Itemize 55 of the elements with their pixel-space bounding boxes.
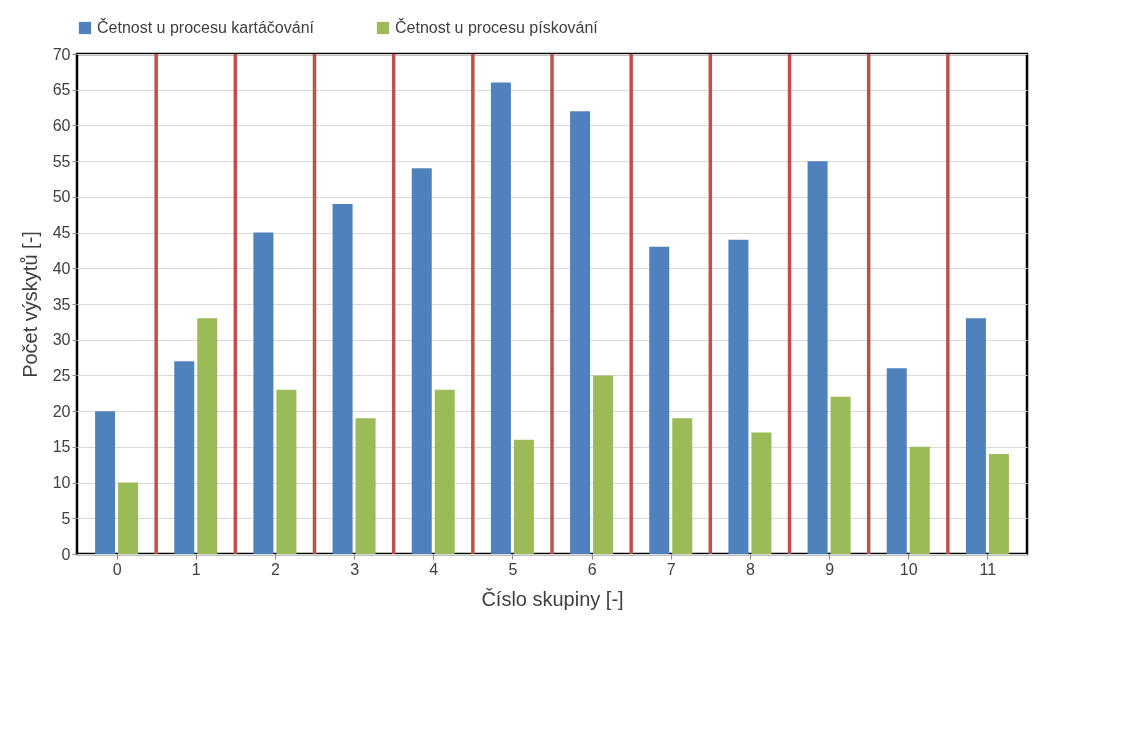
y-tick-label: 35 [52,295,71,313]
bar [830,396,851,554]
y-tick-label: 0 [61,545,71,563]
bar [490,82,511,554]
bar [95,411,116,554]
x-tick-label: 3 [350,560,360,578]
x-tick-label: 5 [508,560,518,578]
bar [174,361,195,554]
legend-label: Četnost u procesu pískování [395,18,599,36]
bar [593,375,614,554]
y-tick-label: 70 [52,45,71,63]
legend-label: Četnost u procesu kartáčování [97,18,315,36]
y-tick-label: 40 [52,259,71,277]
bar [434,389,455,554]
x-tick-label: 6 [587,560,597,578]
bar [197,318,218,554]
bar [332,204,353,554]
bar [253,232,274,554]
x-tick-label: 9 [825,560,835,578]
y-tick-label: 15 [52,438,71,456]
y-tick-label: 45 [52,224,71,242]
y-tick-label: 10 [52,474,71,492]
y-tick-label: 5 [61,509,71,527]
y-tick-label: 65 [52,81,71,99]
x-axis-title: Číslo skupiny [-] [481,587,624,610]
bar [513,439,534,554]
x-tick-label: 8 [745,560,755,578]
bar [570,111,591,554]
y-axis-title: Počet výskytů [-] [18,231,41,378]
x-tick-label: 11 [979,560,997,578]
y-tick-label: 25 [52,366,71,384]
x-tick-label: 4 [429,560,439,578]
y-tick-label: 60 [52,116,71,134]
y-tick-label: 55 [52,152,71,170]
x-tick-label: 10 [899,560,918,578]
bar [355,418,376,554]
bar [276,389,297,554]
bar [807,161,828,554]
bar [672,418,693,554]
bar [886,368,907,554]
bar [965,318,986,554]
x-tick-label: 2 [270,560,280,578]
x-tick-label: 0 [112,560,122,578]
bar [751,432,772,554]
bar [649,246,670,554]
bar [411,168,432,554]
bar [728,239,749,554]
bar [909,446,930,554]
y-tick-label: 30 [52,331,71,349]
y-tick-label: 50 [52,188,71,206]
bar [988,454,1009,554]
x-tick-label: 1 [191,560,201,578]
x-tick-label: 7 [666,560,676,578]
y-tick-label: 20 [52,402,71,420]
bar [118,482,139,554]
